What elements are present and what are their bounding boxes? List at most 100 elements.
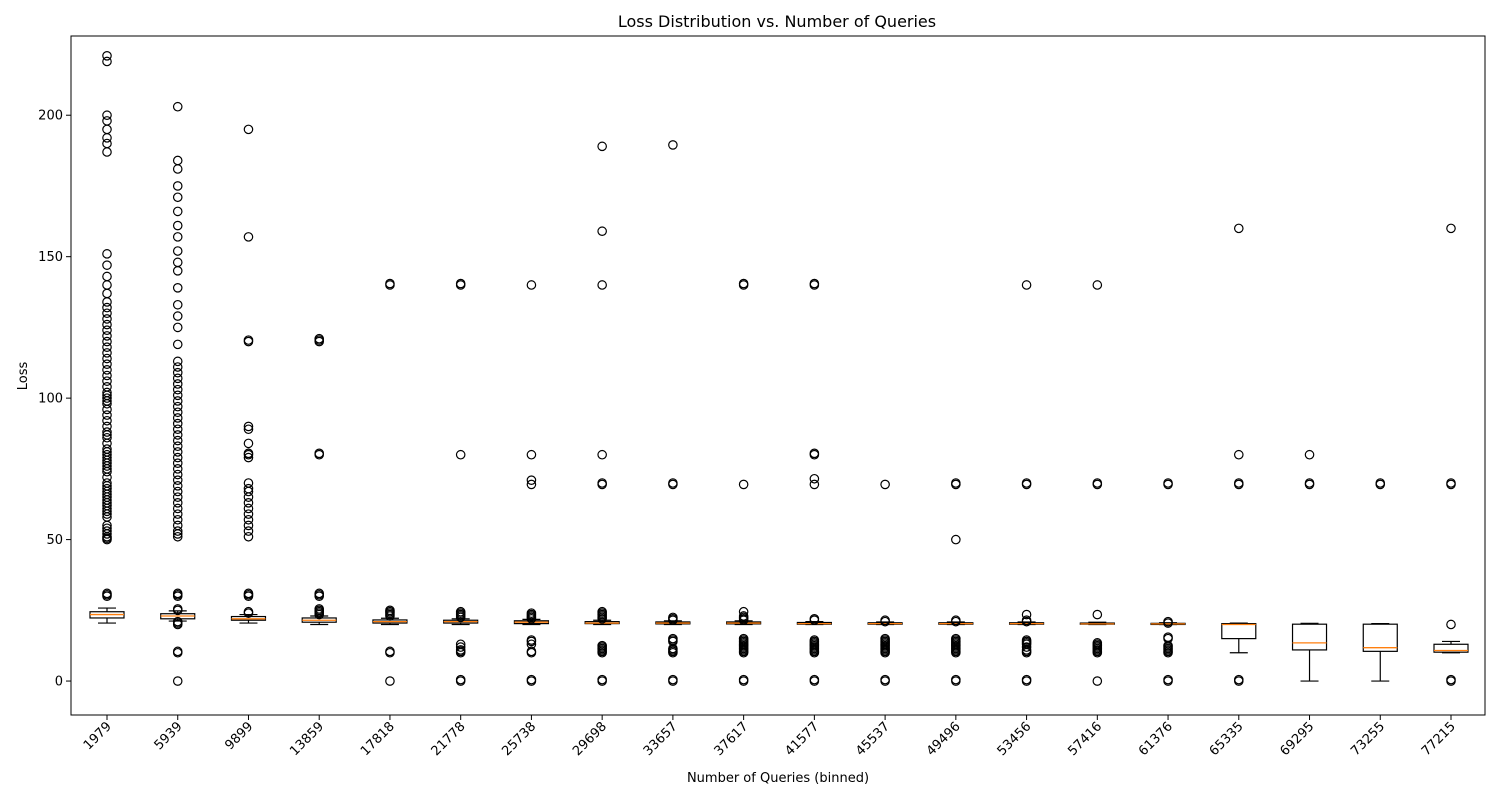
outlier-point	[809, 278, 820, 289]
outlier-point	[172, 475, 183, 485]
outlier-point	[243, 335, 254, 345]
outlier-point	[172, 384, 183, 395]
outlier-point	[1021, 615, 1032, 626]
outlier-point	[738, 611, 749, 621]
outlier-point	[243, 232, 254, 242]
outlier-point	[455, 639, 466, 650]
outlier-point	[172, 604, 183, 614]
box-61376	[1150, 478, 1186, 686]
outlier-point	[172, 458, 183, 469]
outlier-point	[385, 605, 395, 616]
outlier-point	[102, 116, 112, 126]
y-tick-label: 150	[38, 250, 63, 265]
outlier-point	[102, 449, 112, 460]
outlier-point	[880, 674, 890, 685]
outlier-point	[243, 503, 254, 514]
outlier-point	[455, 674, 466, 685]
box-13859	[301, 333, 337, 626]
outlier-point	[172, 418, 183, 429]
outlier-point	[172, 469, 183, 480]
outlier-point	[526, 280, 537, 290]
box-33657	[655, 140, 691, 686]
outlier-point	[526, 479, 537, 490]
box-73255	[1362, 478, 1398, 682]
outlier-point	[951, 674, 961, 685]
outlier-point	[951, 534, 961, 545]
outlier-point	[172, 246, 183, 256]
outlier-point	[102, 365, 112, 375]
outlier-point	[314, 448, 325, 459]
outlier-point	[102, 336, 112, 347]
outlier-point	[243, 588, 254, 599]
box-65335	[1221, 223, 1257, 686]
box-body	[1291, 623, 1328, 651]
outlier-point	[597, 226, 607, 237]
outlier-point	[668, 612, 678, 623]
y-tick-label: 200	[38, 109, 63, 124]
outlier-point	[738, 479, 749, 490]
outlier-point	[102, 523, 112, 534]
outlier-point	[172, 481, 183, 491]
outlier-point	[1021, 609, 1032, 620]
outlier-point	[172, 206, 183, 217]
outlier-point	[809, 473, 820, 484]
outlier-point	[1233, 478, 1244, 488]
outlier-point	[102, 393, 112, 403]
outlier-point	[243, 124, 254, 135]
outlier-point	[1092, 609, 1103, 620]
outlier-point	[172, 181, 183, 191]
chart-title: Loss Distribution vs. Number of Queries	[618, 12, 936, 31]
outlier-point	[243, 483, 254, 494]
outlier-point	[102, 342, 112, 353]
outlier-point	[597, 606, 607, 617]
outlier-point	[1021, 280, 1032, 290]
outlier-point	[102, 483, 112, 494]
outlier-point	[809, 448, 820, 459]
outlier-point	[102, 370, 112, 381]
outlier-point	[455, 278, 466, 289]
outlier-point	[172, 407, 183, 418]
box-1979	[89, 51, 125, 624]
box-45537	[867, 479, 903, 686]
outlier-point	[102, 51, 112, 61]
outlier-point	[455, 645, 466, 655]
outlier-point	[809, 479, 820, 490]
outlier-point	[172, 401, 183, 412]
outlier-point	[243, 526, 254, 536]
outlier-point	[102, 325, 112, 336]
outlier-point	[597, 640, 607, 651]
outlier-point	[668, 633, 678, 644]
outlier-point	[809, 614, 820, 624]
outlier-point	[455, 449, 466, 460]
outlier-point	[102, 348, 112, 358]
outlier-point	[1304, 478, 1315, 488]
outlier-point	[172, 441, 183, 452]
y-tick-label: 0	[55, 675, 63, 690]
outlier-point	[102, 526, 112, 536]
outlier-point	[385, 676, 395, 686]
outlier-point	[1446, 674, 1456, 685]
outlier-point	[102, 302, 112, 313]
outlier-point	[1446, 619, 1456, 630]
outlier-point	[102, 314, 112, 324]
outlier-point	[1233, 449, 1244, 460]
y-axis-label: Loss	[16, 362, 31, 391]
outlier-point	[172, 257, 183, 268]
outlier-point	[243, 531, 254, 542]
outlier-point	[1092, 638, 1103, 648]
outlier-point	[172, 367, 183, 378]
outlier-point	[951, 633, 961, 644]
outlier-point	[1163, 478, 1173, 488]
outlier-point	[172, 311, 183, 321]
outlier-point	[1233, 674, 1244, 685]
outlier-point	[243, 448, 254, 459]
outlier-point	[102, 588, 112, 599]
y-tick-label: 50	[46, 533, 63, 548]
outlier-point	[668, 674, 678, 685]
outlier-point	[1233, 223, 1244, 234]
outlier-point	[597, 141, 607, 152]
outlier-point	[172, 232, 183, 242]
outlier-point	[102, 387, 112, 398]
outlier-point	[668, 140, 678, 150]
